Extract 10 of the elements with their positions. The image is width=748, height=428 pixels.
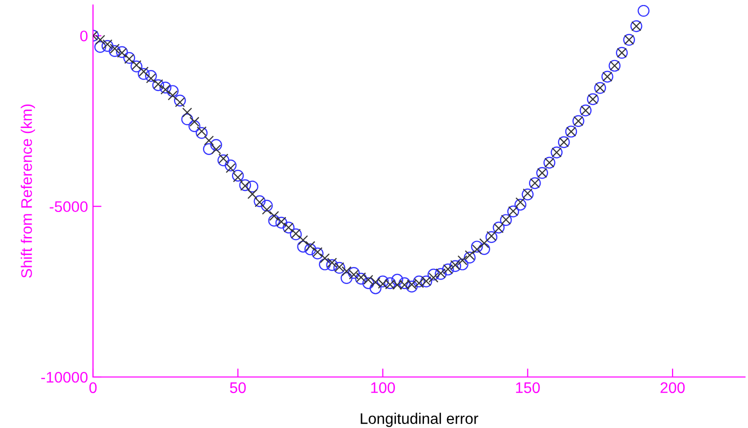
y-tick-label: 0	[80, 30, 88, 42]
x-tick-label: 200	[660, 382, 685, 394]
x-axis-title: Longitudinal error	[360, 412, 478, 428]
x-tick-label: 50	[230, 382, 246, 394]
x-tick-label: 150	[516, 382, 540, 394]
y-axis-title: Shift from Reference (km)	[20, 104, 36, 278]
y-tick-label: -10000	[41, 372, 88, 383]
x-tick-label: 0	[89, 382, 97, 394]
x-tick-label: 100	[371, 382, 395, 394]
y-tick-label: -5000	[50, 201, 88, 212]
